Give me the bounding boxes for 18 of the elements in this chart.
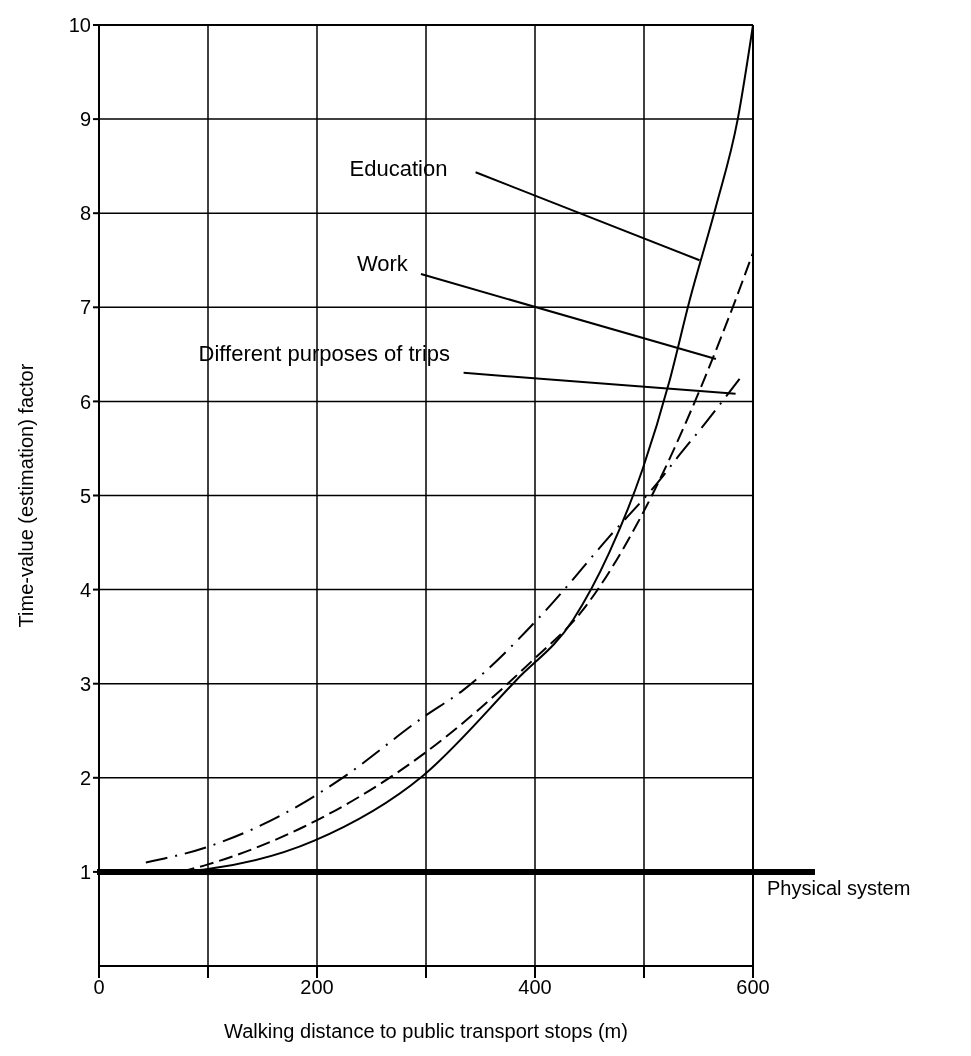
- x-axis-title: Walking distance to public transport stops (m): [224, 1020, 628, 1042]
- annotation: Work: [356, 251, 409, 277]
- x-tick-label: 600: [736, 976, 770, 999]
- y-tick-label: 8: [79, 202, 91, 225]
- y-tick-label: 4: [79, 578, 91, 601]
- y-tick-label: 9: [79, 108, 91, 131]
- x-tick-label: 0: [93, 976, 105, 999]
- ref-line-label: Physical system: [767, 877, 911, 899]
- y-tick-label: 1: [79, 861, 91, 883]
- y-axis-title: Time-value (estimation) factor: [15, 363, 38, 628]
- y-tick-label: 2: [79, 766, 91, 789]
- x-tick-label: 200: [300, 976, 334, 999]
- y-tick-label: 5: [79, 484, 91, 507]
- y-tick-label: 6: [79, 390, 91, 413]
- x-tick-label: 400: [518, 976, 552, 999]
- y-tick-label: 7: [79, 296, 91, 319]
- y-tick-label: 3: [79, 672, 91, 695]
- y-tick-label: 10: [68, 14, 91, 37]
